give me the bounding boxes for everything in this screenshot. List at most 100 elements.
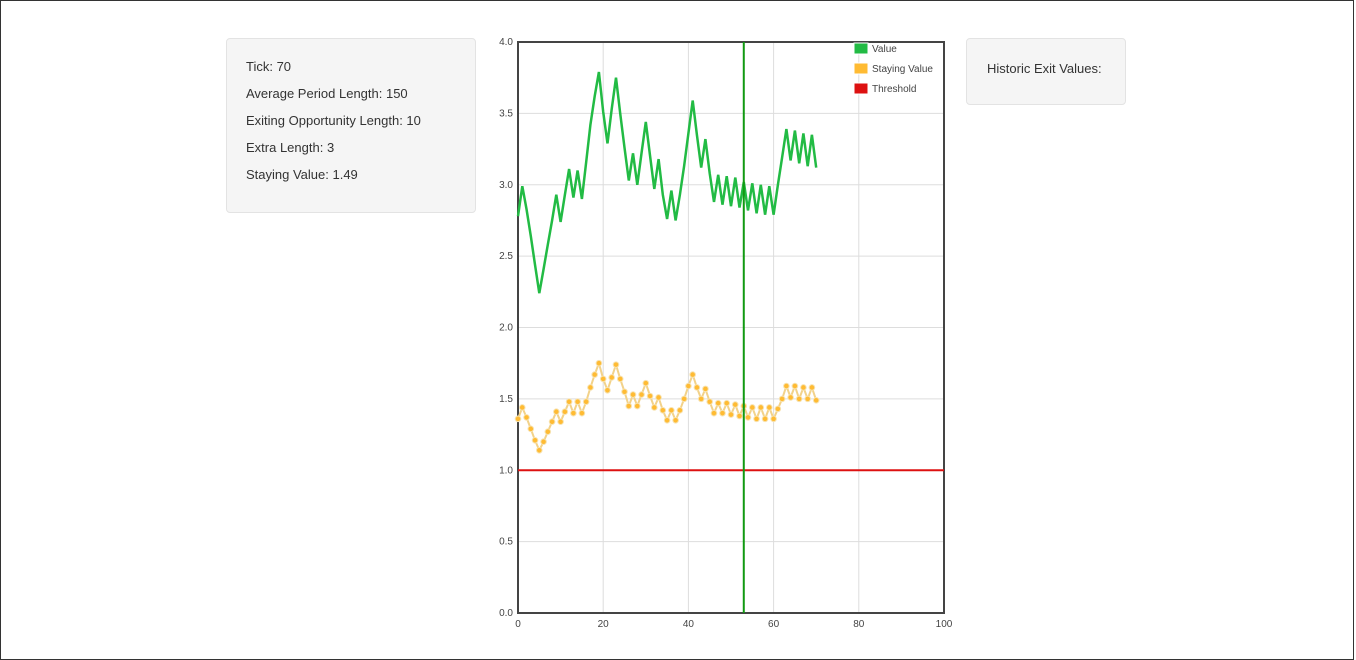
staying-value-point	[774, 405, 782, 413]
legend-label-staying-value: Staying Value	[872, 64, 933, 75]
x-tick-label: 40	[683, 619, 695, 630]
staying-value-point	[565, 398, 573, 406]
staying-value-point	[574, 398, 581, 406]
staying-value-point	[544, 428, 552, 436]
info-panel: Tick: 70 Average Period Length: 150 Exit…	[226, 38, 476, 213]
legend-swatch-threshold	[853, 82, 869, 95]
average-period-length-label: Average Period Length: 150	[246, 86, 408, 101]
staying-value-point	[531, 436, 539, 444]
staying-value-point	[638, 391, 645, 398]
staying-value-point	[518, 404, 526, 411]
staying-value-point	[523, 414, 530, 421]
tick-label: Tick: 70	[246, 59, 292, 74]
staying-value-point	[663, 416, 671, 424]
staying-value-point	[710, 409, 718, 417]
staying-value-point	[800, 384, 807, 391]
y-tick-label: 3.0	[499, 180, 513, 191]
staying-value-point	[599, 375, 607, 383]
staying-value-point	[655, 394, 662, 401]
value-chart: 0.0 0.5 1.0 1.5 2.0 2.5 3.0 3.5 4.0 0 20 40 60 80 100 V…	[499, 37, 953, 630]
staying-value-point	[693, 384, 701, 391]
staying-value-point	[659, 406, 667, 414]
staying-value-point	[629, 391, 637, 398]
staying-value-point	[625, 402, 633, 410]
x-tick-label: 20	[598, 619, 610, 630]
staying-value-point	[787, 394, 794, 401]
staying-value-point	[804, 395, 811, 403]
staying-value-point	[761, 415, 769, 423]
staying-value-point	[744, 414, 752, 421]
staying-value-label: Staying Value: 1.49	[246, 167, 358, 182]
staying-value-point	[689, 371, 696, 378]
y-tick-label: 1.5	[499, 394, 513, 405]
legend-swatch-value	[853, 42, 869, 55]
staying-value-point	[621, 388, 628, 396]
staying-value-point	[749, 404, 756, 411]
y-tick-label: 4.0	[499, 37, 513, 48]
staying-value-point	[778, 395, 786, 403]
staying-value-point	[582, 398, 590, 406]
staying-value-point	[757, 404, 765, 411]
legend-swatch-staying-value	[853, 62, 869, 75]
staying-value-point	[557, 418, 564, 426]
staying-value-point	[791, 382, 799, 390]
staying-value-point	[668, 406, 675, 414]
staying-value-point	[604, 387, 611, 394]
legend-label-threshold: Threshold	[872, 84, 916, 95]
historic-exit-values-panel: Historic Exit Values:	[966, 38, 1126, 105]
staying-value-point	[783, 382, 790, 390]
staying-value-point	[633, 402, 641, 410]
staying-value-point	[714, 399, 722, 407]
staying-value-point	[766, 404, 773, 411]
staying-value-point	[642, 379, 650, 387]
staying-value-point	[553, 408, 560, 416]
extra-length-label: Extra Length: 3	[246, 140, 335, 155]
staying-value-point	[570, 409, 577, 417]
staying-value-point	[540, 438, 547, 446]
y-tick-label: 0.0	[499, 608, 513, 619]
staying-value-point	[561, 408, 569, 416]
staying-value-point	[723, 399, 731, 407]
x-tick-label: 80	[853, 619, 865, 630]
staying-value-point	[608, 374, 616, 381]
staying-value-point	[736, 412, 743, 420]
staying-value-point	[795, 395, 803, 403]
x-tick-label: 100	[936, 619, 953, 630]
staying-value-point	[587, 384, 594, 391]
staying-value-point	[731, 401, 739, 408]
staying-value-point	[616, 375, 624, 383]
staying-value-point	[646, 392, 654, 400]
y-tick-label: 1.0	[499, 465, 513, 476]
x-tick-label: 0	[515, 619, 521, 630]
y-tick-label: 2.0	[499, 323, 513, 334]
staying-value-point	[719, 409, 726, 417]
value-line	[516, 71, 818, 294]
staying-value-point	[702, 385, 709, 393]
staying-value-point	[672, 416, 679, 424]
x-tick-label: 60	[768, 619, 780, 630]
historic-exit-values-title: Historic Exit Values:	[987, 61, 1102, 76]
staying-value-point	[595, 359, 603, 367]
staying-value-point	[612, 361, 620, 368]
staying-value-point	[753, 415, 760, 423]
staying-value-point	[527, 425, 535, 433]
staying-value-point	[770, 415, 777, 423]
plot-border	[517, 41, 945, 614]
staying-value-point	[685, 382, 692, 390]
staying-value-point	[548, 418, 556, 426]
staying-value-point	[578, 409, 586, 417]
y-tick-label: 0.5	[499, 537, 513, 548]
staying-value-point	[536, 446, 543, 454]
staying-value-point	[706, 398, 713, 406]
staying-value-point	[676, 406, 684, 414]
staying-value-point	[812, 397, 820, 404]
staying-value-point	[808, 384, 816, 391]
y-tick-label: 3.5	[499, 108, 513, 119]
staying-value-point	[697, 395, 705, 403]
staying-value-point	[680, 395, 688, 403]
exiting-opportunity-length-label: Exiting Opportunity Length: 10	[246, 113, 421, 128]
legend-label-value: Value	[872, 44, 897, 55]
y-tick-label: 2.5	[499, 251, 513, 262]
staying-value-point	[514, 415, 522, 423]
staying-value-point	[591, 371, 598, 378]
